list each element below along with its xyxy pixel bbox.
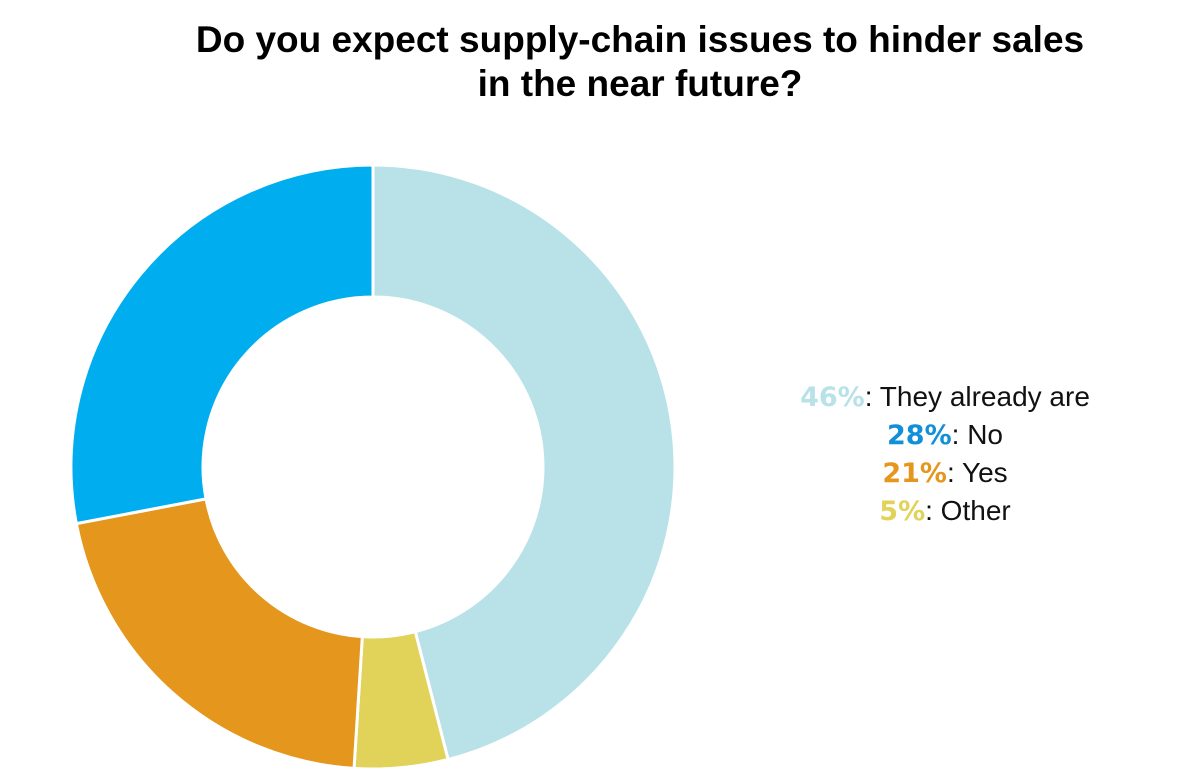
legend-label: : Yes	[946, 457, 1008, 488]
legend-percent: 28%	[887, 420, 952, 451]
slice-they-already-are	[371, 163, 677, 762]
legend-item: 5%: Other	[760, 492, 1130, 530]
legend-percent: 46%	[800, 382, 865, 413]
legend: 46%: They already are 28%: No 21%: Yes 5%: …	[760, 378, 1130, 530]
legend-label: : No	[951, 419, 1003, 450]
chart-title: Do you expect supply-chain issues to hin…	[140, 18, 1140, 106]
legend-item: 46%: They already are	[760, 378, 1130, 416]
legend-percent: 5%	[879, 496, 926, 527]
title-line-1: Do you expect supply-chain issues to hin…	[195, 19, 1085, 60]
title-line-2: in the near future?	[477, 63, 803, 104]
slice-yes	[74, 497, 364, 770]
slice-no	[69, 163, 375, 526]
legend-percent: 21%	[882, 458, 947, 489]
legend-item: 28%: No	[760, 416, 1130, 454]
legend-label: : Other	[925, 495, 1011, 526]
legend-item: 21%: Yes	[760, 454, 1130, 492]
legend-label: : They already are	[864, 381, 1090, 412]
